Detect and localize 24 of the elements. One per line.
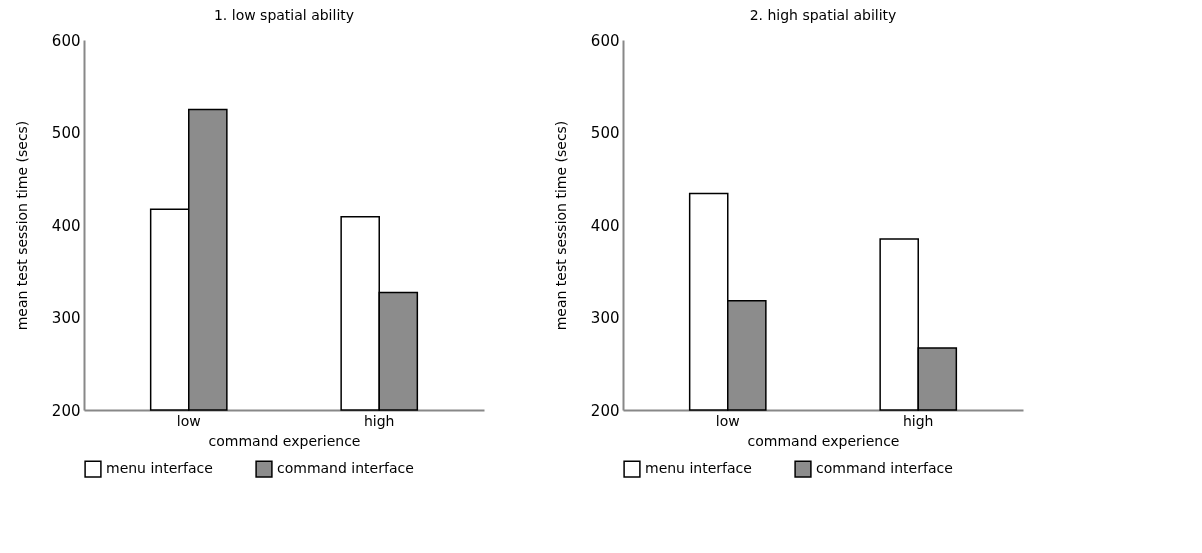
y-tick-label: 200 <box>51 401 81 420</box>
chart-title: 1. low spatial ability <box>213 7 355 23</box>
x-axis-title: command experience <box>208 432 361 449</box>
y-tick-label: 400 <box>51 216 81 235</box>
chart-title: 2. high spatial ability <box>749 7 897 23</box>
legend-label: command interface <box>277 460 414 477</box>
legend-label: menu interface <box>645 460 752 477</box>
y-tick-label: 600 <box>590 31 620 50</box>
legend-label: command interface <box>816 460 953 477</box>
y-tick-label: 500 <box>590 124 620 142</box>
x-tick-label: low <box>176 412 201 429</box>
y-tick-label: 200 <box>590 401 620 420</box>
x-tick-label: low <box>715 412 740 429</box>
y-tick-label: 500 <box>51 124 81 142</box>
legend-label: menu interface <box>106 460 213 477</box>
x-tick-label: high <box>902 412 934 429</box>
y-tick-label: 400 <box>590 216 620 235</box>
y-axis-title: mean test session time (secs) <box>552 120 569 331</box>
x-tick-label: high <box>363 412 395 429</box>
y-axis-title: mean test session time (secs) <box>13 120 30 331</box>
y-tick-label: 300 <box>51 309 81 327</box>
y-tick-label: 300 <box>590 309 620 327</box>
x-axis-title: command experience <box>747 432 900 449</box>
y-tick-label: 600 <box>51 31 81 50</box>
